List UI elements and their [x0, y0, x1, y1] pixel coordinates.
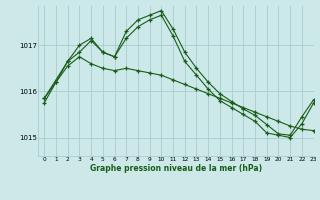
X-axis label: Graphe pression niveau de la mer (hPa): Graphe pression niveau de la mer (hPa) [90, 164, 262, 173]
